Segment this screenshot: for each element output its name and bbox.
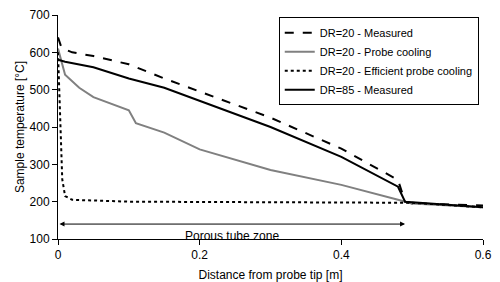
svg-text:0: 0 xyxy=(55,248,62,262)
svg-text:0.6: 0.6 xyxy=(475,248,492,262)
svg-text:0.4: 0.4 xyxy=(333,248,350,262)
svg-text:700: 700 xyxy=(30,8,50,22)
svg-text:DR=20 - Measured: DR=20 - Measured xyxy=(320,27,413,39)
svg-text:100: 100 xyxy=(30,232,50,246)
svg-text:500: 500 xyxy=(30,83,50,97)
svg-text:600: 600 xyxy=(30,46,50,60)
svg-text:200: 200 xyxy=(30,195,50,209)
svg-text:300: 300 xyxy=(30,158,50,172)
svg-text:400: 400 xyxy=(30,120,50,134)
svg-text:Sample temperature [°C]: Sample temperature [°C] xyxy=(13,61,27,193)
svg-text:0.2: 0.2 xyxy=(191,248,208,262)
svg-text:Distance from probe tip [m]: Distance from probe tip [m] xyxy=(198,268,342,282)
svg-text:DR=20 - Efficient probe coolin: DR=20 - Efficient probe cooling xyxy=(320,65,472,77)
svg-text:Porous tube zone: Porous tube zone xyxy=(185,229,279,243)
svg-text:DR=85 - Measured: DR=85 - Measured xyxy=(320,84,413,96)
svg-text:DR=20 - Probe cooling: DR=20 - Probe cooling xyxy=(320,46,432,58)
